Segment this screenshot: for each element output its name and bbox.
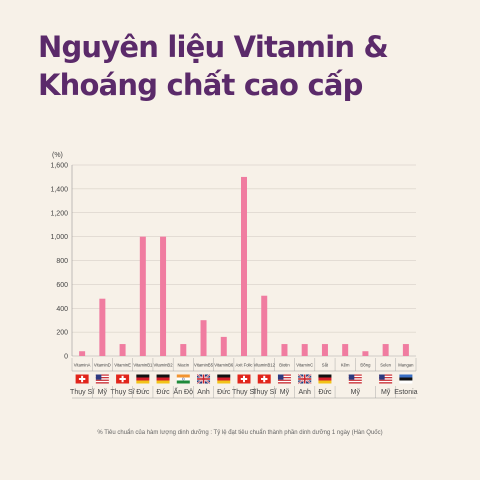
bar	[241, 176, 247, 356]
category-label: Kẽm	[341, 363, 350, 368]
bar	[119, 344, 126, 356]
origin-country-label: Anh	[298, 389, 311, 396]
usa-flag-icon	[277, 374, 291, 384]
bar	[362, 351, 369, 356]
footnote: % Tiêu chuẩn của hàm lượng dinh dưỡng : …	[97, 430, 383, 436]
bar	[382, 344, 389, 356]
origin-country-label: Thụy Sĩ	[111, 389, 136, 396]
usa-flag-icon	[95, 374, 109, 384]
y-tick-label: 200	[56, 330, 68, 337]
bar	[342, 344, 349, 356]
switzerland-flag-icon	[116, 374, 130, 384]
category-label: VitaminB1	[133, 363, 153, 368]
y-tick-label: 1,600	[50, 163, 68, 170]
bar	[200, 320, 207, 356]
page-title: Nguyên liệu Vitamin & Khoáng chất cao cấ…	[38, 28, 458, 104]
origin-country-label: Thụy Sĩ	[252, 389, 277, 396]
y-tick-label: 0	[64, 354, 68, 361]
y-tick-label: 400	[56, 306, 68, 313]
y-tick-label: 600	[56, 282, 68, 289]
category-label: VitaminD	[94, 363, 111, 368]
origin-country-label: Đức	[318, 389, 332, 396]
uk-flag-icon	[196, 373, 211, 385]
category-label: Selen	[380, 363, 391, 368]
usa-flag-icon	[348, 374, 362, 384]
category-label: VitaminB2	[154, 363, 174, 368]
title-line-1: Nguyên liệu Vitamin &	[38, 30, 389, 64]
germany-flag-icon	[318, 374, 332, 384]
uk-flag-icon	[297, 373, 312, 385]
category-label: Mangan	[398, 363, 414, 368]
origin-country-label: Mỹ	[351, 389, 361, 396]
origin-country-label: Thụy Sĩ	[70, 389, 95, 396]
y-axis-unit-label: (%)	[52, 152, 63, 159]
origin-country-label: Anh	[197, 389, 210, 396]
bar	[402, 344, 409, 356]
origin-country-label: Đức	[136, 389, 150, 396]
germany-flag-icon	[136, 374, 150, 384]
bar	[160, 236, 167, 356]
estonia-flag-icon	[399, 374, 413, 384]
origin-country-label: Mỹ	[280, 389, 290, 396]
germany-flag-icon	[156, 374, 170, 384]
switzerland-flag-icon	[237, 374, 251, 384]
bar	[99, 298, 106, 356]
origin-country-label: Mỹ	[98, 389, 108, 396]
category-label: VitaminE	[114, 363, 131, 368]
category-label: Sắt	[322, 363, 329, 368]
origin-country-label: Thụy Sĩ	[232, 389, 257, 396]
bar	[321, 344, 328, 356]
bar	[220, 336, 227, 356]
usa-flag-icon	[379, 374, 393, 384]
category-label: VitaminC	[296, 363, 313, 368]
bar-chart: 0 200 400 600 800 1,000 1,200 1,400 1,600 (%) Vita…	[50, 152, 418, 399]
y-tick-label: 1,400	[50, 186, 68, 193]
category-label: VitaminB6	[214, 363, 234, 368]
bar	[261, 295, 268, 356]
category-label: Biotin	[279, 363, 290, 368]
y-tick-label: 800	[56, 258, 68, 265]
category-label: VitaminB5	[194, 363, 214, 368]
y-tick-label: 1,200	[50, 210, 68, 217]
germany-flag-icon	[217, 374, 231, 384]
bar	[180, 344, 187, 356]
category-label: Niacin	[177, 363, 189, 368]
title-line-2: Khoáng chất cao cấp	[38, 68, 363, 102]
y-tick-label: 1,000	[50, 234, 68, 241]
origin-country-label: Đức	[217, 389, 231, 396]
category-label: VitaminA	[74, 363, 91, 368]
origin-country-label: Estonia	[394, 389, 417, 396]
category-label: Đồng	[360, 363, 371, 368]
bar	[281, 344, 288, 356]
category-label: VitaminB12	[254, 363, 276, 368]
origin-country-label: Mỹ	[381, 389, 391, 396]
switzerland-flag-icon	[75, 374, 89, 384]
origin-country-label: Đức	[156, 389, 170, 396]
bar	[301, 344, 308, 356]
bar	[79, 351, 86, 356]
origin-country-label: Ấn Độ	[174, 386, 194, 396]
category-label: Axit Folic	[236, 363, 253, 368]
india-flag-icon	[176, 374, 190, 384]
switzerland-flag-icon	[257, 374, 271, 384]
bar	[139, 236, 146, 356]
